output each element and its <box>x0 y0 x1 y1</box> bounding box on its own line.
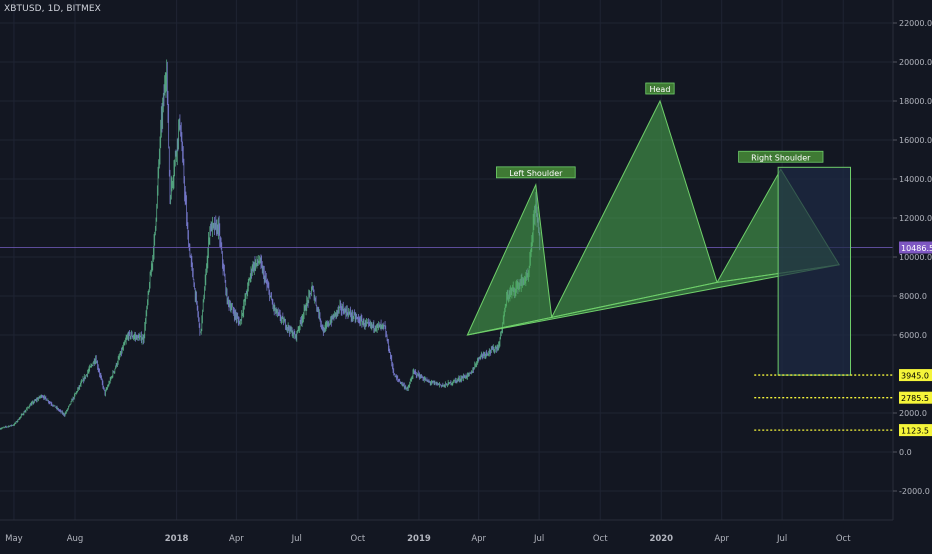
target-level-label: 3945.0 <box>901 372 929 381</box>
x-tick-label: Jul <box>776 534 787 544</box>
head-and-shoulders-pattern: Left Shoulder Head Right Shoulder <box>466 82 841 336</box>
x-tick-label: Apr <box>229 534 244 544</box>
x-tick-label: Jul <box>291 534 302 544</box>
target-level-label: 2785.5 <box>901 394 929 403</box>
y-tick-label: 10000.0 <box>899 253 932 262</box>
y-tick-label: 12000.0 <box>899 214 932 223</box>
y-tick-label: 8000.0 <box>899 292 927 301</box>
x-tick-label: Oct <box>836 534 851 544</box>
target-level-badge <box>899 369 932 382</box>
target-projection-box[interactable] <box>777 166 852 376</box>
price-series <box>0 59 893 430</box>
x-tick-label: Jul <box>533 534 544 544</box>
current-price-badge <box>899 241 932 254</box>
current-price-label: 10486.5 <box>901 244 932 253</box>
y-tick-label: -2000.0 <box>899 487 930 496</box>
target-level-label: 1123.5 <box>901 427 929 436</box>
y-tick-label: 6000.0 <box>899 331 927 340</box>
y-tick-label: 16000.0 <box>899 136 932 145</box>
y-tick-label: 0.0 <box>899 448 912 457</box>
x-tick-label: Apr <box>471 534 486 544</box>
x-tick-label: 2018 <box>165 534 189 544</box>
symbol-title: XBTUSD, 1D, BITMEX <box>4 4 101 14</box>
head-label-box <box>645 82 675 95</box>
x-tick-label: Oct <box>593 534 608 544</box>
x-tick-label: May <box>5 534 23 544</box>
y-tick-label: 22000.0 <box>899 19 932 28</box>
head-label: Head <box>649 85 670 94</box>
left-shoulder-label-box <box>495 166 576 179</box>
right-shoulder-label-box <box>738 150 824 163</box>
y-tick-label: 18000.0 <box>899 97 932 106</box>
target-level-badge <box>899 424 932 437</box>
x-tick-label: Aug <box>67 534 84 544</box>
x-tick-label: 2020 <box>649 534 673 544</box>
x-tick-label: 2019 <box>407 534 431 544</box>
target-level-badge <box>899 391 932 404</box>
right-shoulder-label: Right Shoulder <box>751 153 811 162</box>
x-tick-label: Apr <box>714 534 729 544</box>
y-tick-label: 2000.0 <box>899 409 927 418</box>
left-shoulder-label: Left Shoulder <box>509 169 563 178</box>
neckline-band[interactable] <box>467 264 840 336</box>
y-tick-label: 14000.0 <box>899 175 932 184</box>
target-levels: 3945.0 2785.5 1123.5 <box>754 166 932 437</box>
y-tick-label: 20000.0 <box>899 58 932 67</box>
x-tick-label: Oct <box>351 534 366 544</box>
